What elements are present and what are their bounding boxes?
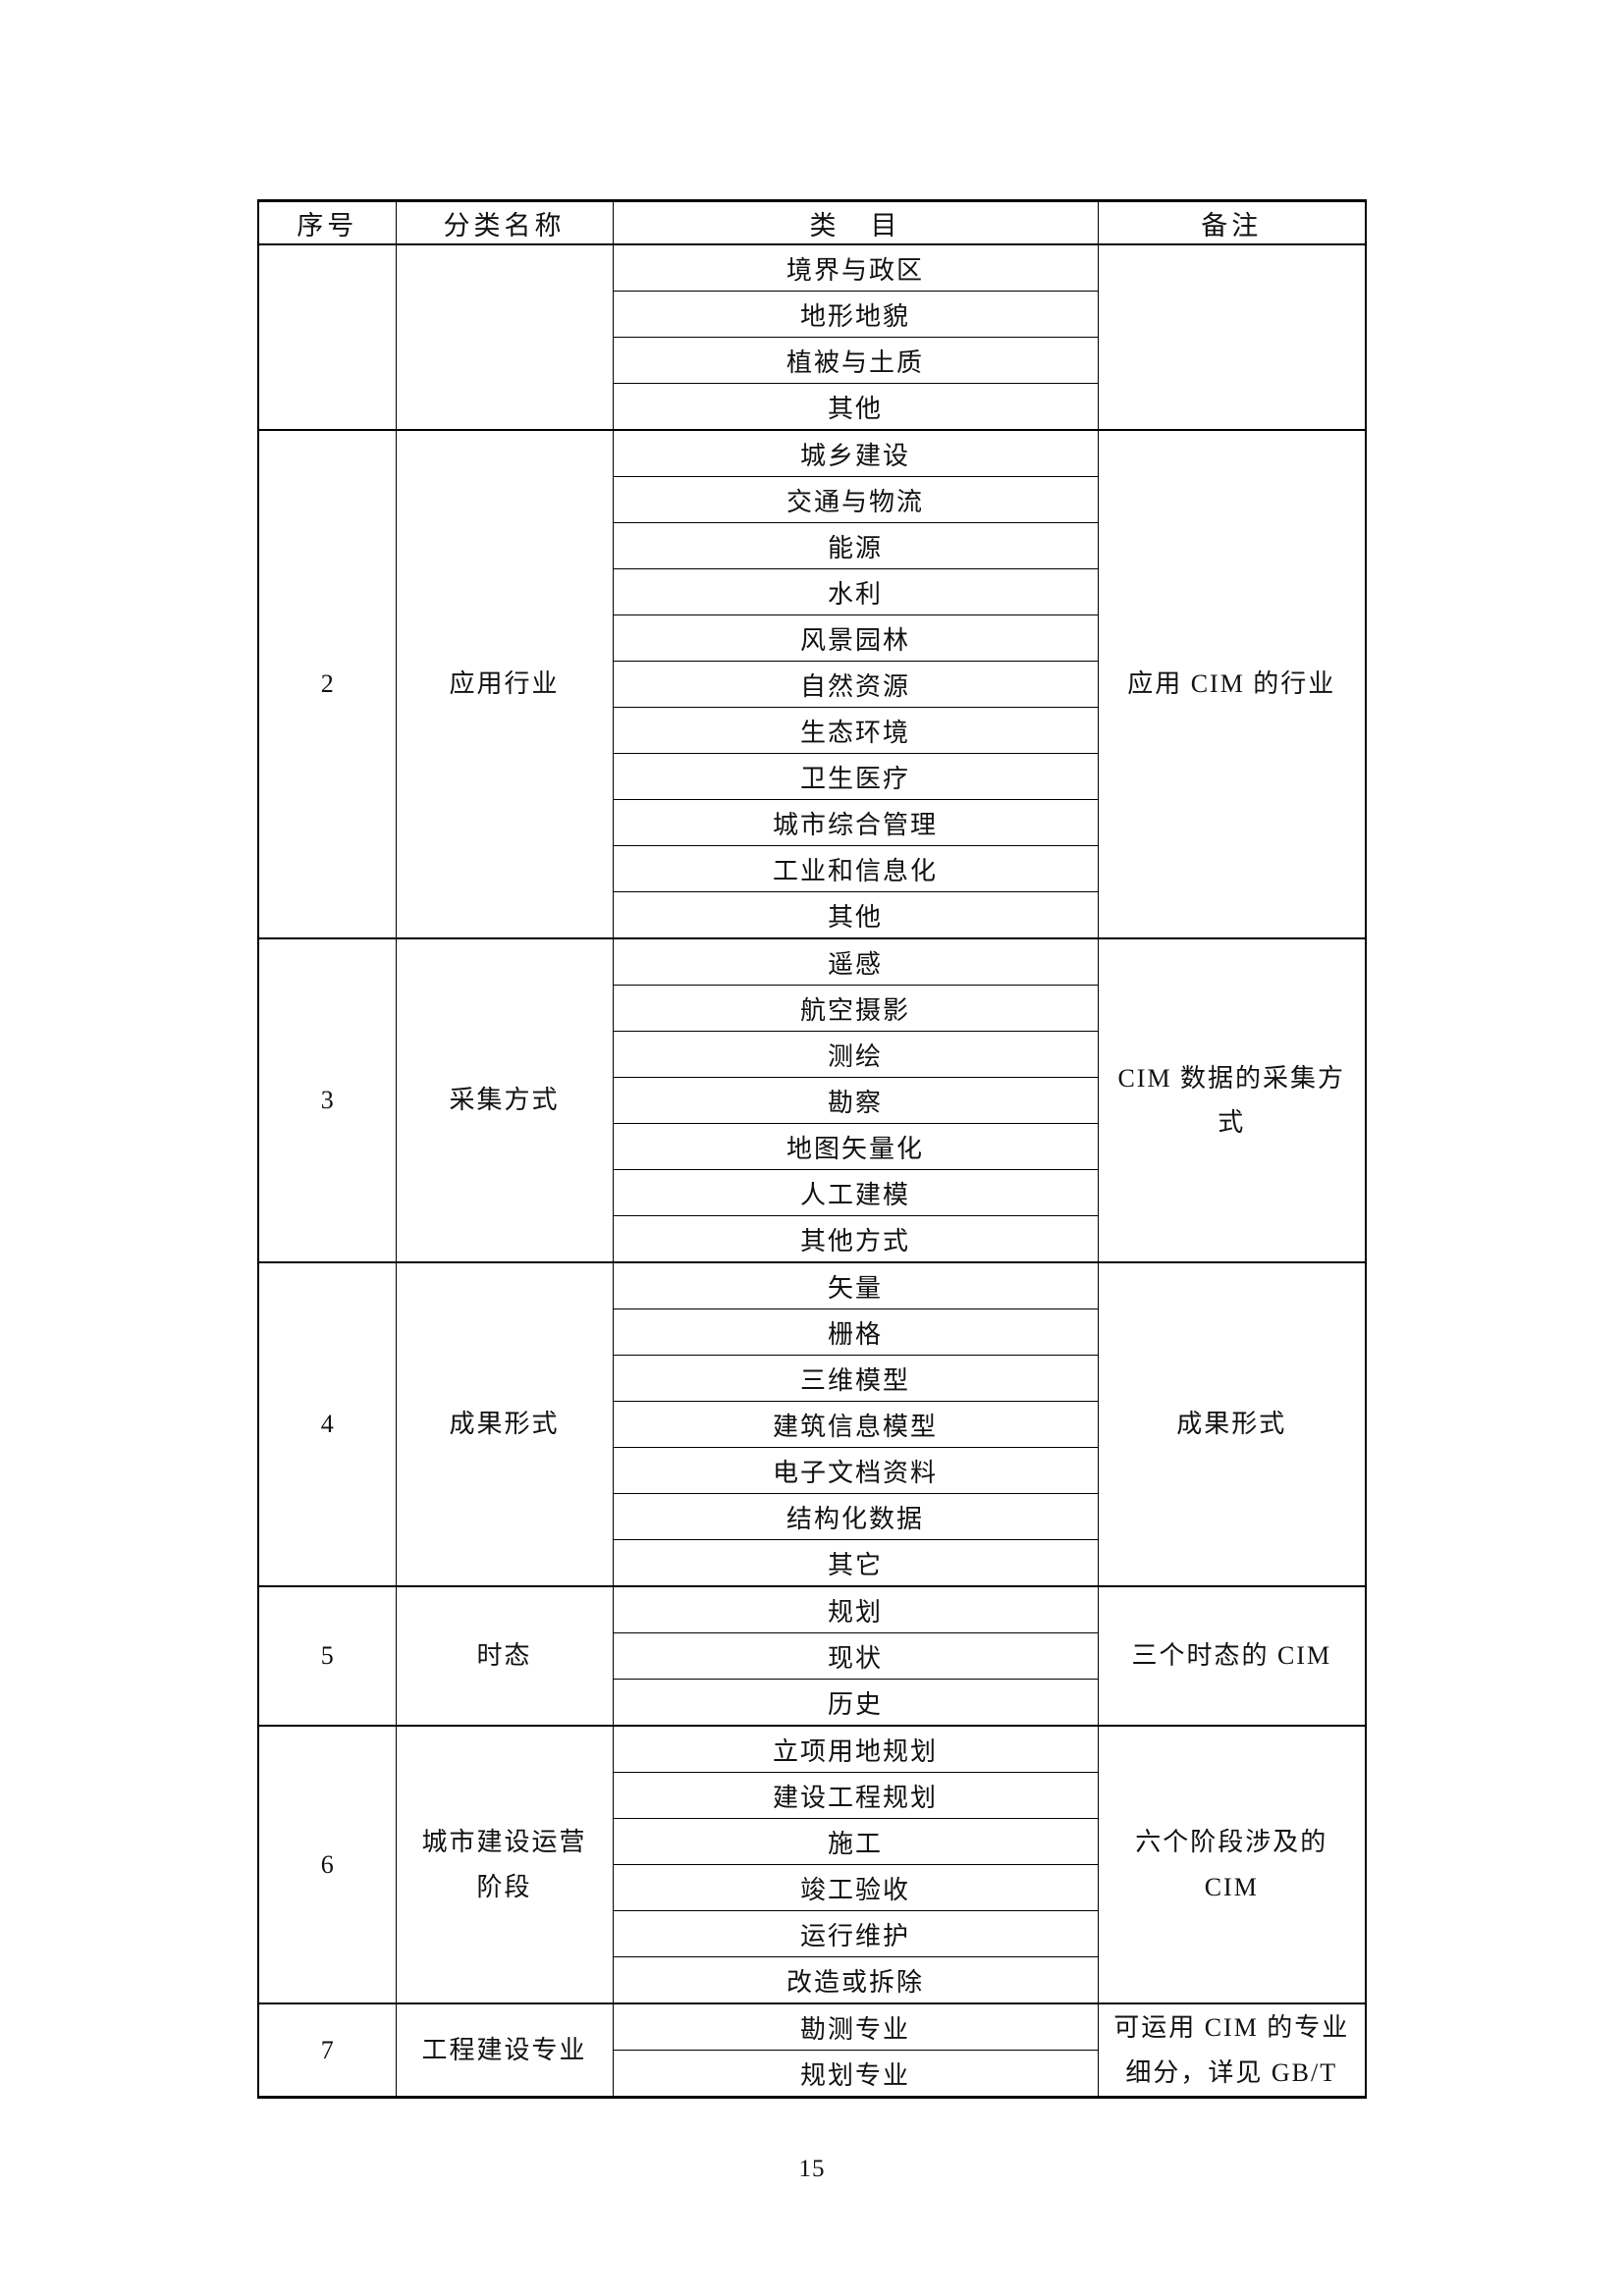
table-row: 电子文档资料 — [258, 1447, 1366, 1494]
category-cell: 城乡建设 — [612, 429, 1099, 477]
category-cell: 勘察 — [612, 1077, 1099, 1124]
category-cell: 栅格 — [612, 1308, 1099, 1356]
classification-name-cell: 成果形式 — [395, 1261, 614, 1587]
table-row: 卫生医疗 — [258, 753, 1366, 800]
category-cell: 地形地貌 — [612, 291, 1099, 338]
classification-name-cell: 工程建设专业 — [395, 2002, 614, 2098]
classification-name-cell: 时态 — [395, 1585, 614, 1727]
table-row: 7 工程建设专业 勘测专业 可运用 CIM 的专业细分，详见 GB/T — [257, 2002, 1367, 2098]
table-body: 境界与政区 地形地貌 植被与土质 其他 2 应用行业 城乡建设 应用 CIM 的行业 交通与物流… — [257, 243, 1367, 2098]
category-cell: 生态环境 — [612, 707, 1099, 754]
category-cell: 建筑信息模型 — [612, 1401, 1099, 1448]
table-row: 建筑信息模型 — [258, 1401, 1366, 1448]
category-cell: 竣工验收 — [612, 1864, 1099, 1911]
category-cell: 其它 — [612, 1539, 1099, 1587]
serial-number-cell: 4 — [257, 1261, 397, 1587]
header-remark: 备注 — [1097, 200, 1367, 245]
category-cell: 立项用地规划 — [612, 1725, 1099, 1773]
category-cell: 植被与土质 — [612, 337, 1099, 384]
category-cell: 矢量 — [612, 1261, 1099, 1309]
table-row: 2 应用行业 城乡建设 应用 CIM 的行业 — [257, 429, 1367, 939]
category-cell: 现状 — [612, 1632, 1099, 1680]
table-row: 6 城市建设运营阶段 立项用地规划 六个阶段涉及的 CIM — [257, 1725, 1367, 2004]
table-row: 结构化数据 — [258, 1493, 1366, 1540]
remark-cell: 成果形式 — [1097, 1261, 1367, 1587]
serial-number-cell: 6 — [257, 1725, 397, 2004]
remark-cell — [1097, 243, 1367, 431]
category-cell: 风景园林 — [612, 614, 1099, 662]
category-cell: 施工 — [612, 1818, 1099, 1865]
category-cell: 其他方式 — [612, 1215, 1099, 1263]
remark-cell: 应用 CIM 的行业 — [1097, 429, 1367, 939]
table-row: 其它 — [258, 1539, 1366, 1587]
classification-name-cell: 采集方式 — [395, 937, 614, 1263]
table-row: 城市综合管理 — [258, 799, 1366, 846]
category-cell: 遥感 — [612, 937, 1099, 986]
table-row: 地图矢量化 — [258, 1123, 1366, 1170]
category-cell: 航空摄影 — [612, 985, 1099, 1032]
category-cell: 自然资源 — [612, 661, 1099, 708]
table-row: 4 成果形式 矢量 成果形式 — [257, 1261, 1367, 1587]
category-cell: 规划 — [612, 1585, 1099, 1633]
remark-cell: CIM 数据的采集方式 — [1097, 937, 1367, 1263]
table-row: 3 采集方式 遥感 CIM 数据的采集方式 — [257, 937, 1367, 1263]
category-cell: 改造或拆除 — [612, 1956, 1099, 2004]
table-row: 人工建模 — [258, 1169, 1366, 1216]
category-cell: 水利 — [612, 568, 1099, 615]
category-cell: 其他 — [612, 891, 1099, 939]
classification-name-cell — [395, 243, 614, 431]
category-cell: 交通与物流 — [612, 476, 1099, 523]
category-cell: 三维模型 — [612, 1355, 1099, 1402]
category-cell: 工业和信息化 — [612, 845, 1099, 892]
remark-cell: 三个时态的 CIM — [1097, 1585, 1367, 1727]
category-cell: 建设工程规划 — [612, 1772, 1099, 1819]
table-row: 其他 — [258, 383, 1366, 431]
category-cell: 城市综合管理 — [612, 799, 1099, 846]
category-cell: 境界与政区 — [612, 243, 1099, 292]
serial-number-cell: 5 — [257, 1585, 397, 1727]
remark-cell: 可运用 CIM 的专业细分，详见 GB/T — [1097, 2002, 1367, 2098]
category-cell: 人工建模 — [612, 1169, 1099, 1216]
header-category: 类 目 — [612, 200, 1099, 245]
serial-number-cell: 3 — [257, 937, 397, 1263]
category-cell: 运行维护 — [612, 1910, 1099, 1957]
table-row: 改造或拆除 — [258, 1956, 1366, 2004]
table-row: 水利 — [258, 568, 1366, 615]
remark-cell: 六个阶段涉及的 CIM — [1097, 1725, 1367, 2004]
category-cell: 勘测专业 — [612, 2002, 1099, 2051]
category-cell: 测绘 — [612, 1031, 1099, 1078]
table-row: 植被与土质 — [258, 337, 1366, 384]
table-row: 施工 — [258, 1818, 1366, 1865]
category-cell: 结构化数据 — [612, 1493, 1099, 1540]
table-row: 三维模型 — [258, 1355, 1366, 1402]
header-row: 序号 分类名称 类 目 备注 — [257, 200, 1367, 245]
table-row: 规划专业 — [258, 2050, 1366, 2098]
header-classification-name: 分类名称 — [395, 200, 614, 245]
category-cell: 规划专业 — [612, 2050, 1099, 2098]
category-cell: 能源 — [612, 522, 1099, 569]
table-row: 现状 — [258, 1632, 1366, 1680]
serial-number-cell — [257, 243, 397, 431]
classification-name-cell: 城市建设运营阶段 — [395, 1725, 614, 2004]
table-row: 境界与政区 — [257, 243, 1367, 431]
classification-name-cell: 应用行业 — [395, 429, 614, 939]
serial-number-cell: 2 — [257, 429, 397, 939]
table-row: 测绘 — [258, 1031, 1366, 1078]
classification-table: 序号 分类名称 类 目 备注 境界与政区 地形地貌 植被与土质 其他 2 应用行业 城乡建设… — [257, 199, 1367, 2099]
category-cell: 其他 — [612, 383, 1099, 431]
table-row: 工业和信息化 — [258, 845, 1366, 892]
table-row: 地形地貌 — [258, 291, 1366, 338]
category-cell: 地图矢量化 — [612, 1123, 1099, 1170]
table-row: 运行维护 — [258, 1910, 1366, 1957]
category-cell: 卫生医疗 — [612, 753, 1099, 800]
header-serial-number: 序号 — [257, 200, 397, 245]
serial-number-cell: 7 — [257, 2002, 397, 2098]
page-number: 15 — [798, 2156, 826, 2182]
table-row: 5 时态 规划 三个时态的 CIM — [257, 1585, 1367, 1727]
category-cell: 历史 — [612, 1679, 1099, 1727]
category-cell: 电子文档资料 — [612, 1447, 1099, 1494]
